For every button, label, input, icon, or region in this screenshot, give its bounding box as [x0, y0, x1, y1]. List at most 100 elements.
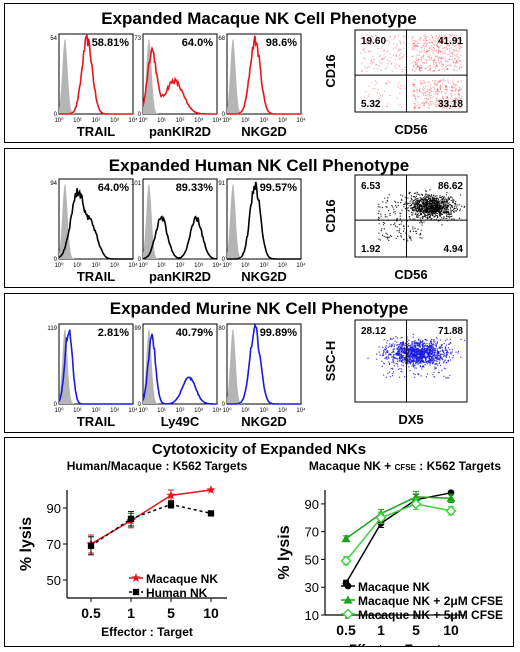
dot	[408, 210, 410, 212]
dot	[397, 86, 399, 88]
dot	[426, 51, 428, 53]
dot	[453, 105, 455, 107]
dot	[424, 204, 426, 206]
dot	[436, 88, 438, 90]
dot	[435, 98, 438, 100]
dot	[423, 82, 425, 84]
dot	[423, 103, 425, 105]
dot	[460, 43, 462, 46]
dot	[401, 209, 403, 211]
dot	[409, 205, 411, 207]
dot	[438, 213, 440, 215]
dot	[423, 43, 425, 45]
x-tick-label: 1	[377, 622, 385, 638]
dot	[434, 366, 436, 368]
dot	[360, 52, 362, 54]
dot	[381, 228, 383, 230]
dot	[413, 347, 415, 350]
series-2	[340, 497, 457, 567]
dot	[412, 43, 414, 45]
dot	[409, 348, 411, 350]
dot	[458, 93, 460, 95]
dot	[418, 58, 420, 60]
dot	[458, 86, 460, 88]
dot	[396, 353, 399, 355]
dot	[433, 70, 435, 72]
dot	[449, 43, 451, 45]
dot	[430, 353, 432, 355]
dot	[368, 66, 371, 68]
dot	[439, 103, 441, 105]
dot	[431, 351, 433, 354]
dot	[411, 360, 413, 362]
dot	[417, 361, 419, 363]
dot	[424, 196, 426, 198]
dot	[431, 37, 433, 39]
dot	[447, 360, 449, 362]
dot	[387, 346, 389, 348]
dot	[446, 45, 448, 47]
dot	[418, 338, 420, 340]
dot	[424, 211, 426, 213]
dot	[397, 204, 399, 206]
dot	[403, 348, 405, 350]
dot	[413, 364, 415, 366]
dot	[418, 61, 420, 63]
dot	[387, 49, 389, 51]
dot	[400, 355, 402, 357]
dot	[386, 105, 388, 108]
dot	[414, 106, 416, 108]
dot	[456, 84, 458, 87]
dot	[416, 49, 418, 51]
dot	[457, 50, 459, 52]
dot	[415, 202, 417, 205]
dot	[429, 89, 431, 91]
dot	[452, 81, 454, 83]
dot	[411, 62, 413, 64]
dot	[413, 348, 415, 350]
dot	[441, 209, 443, 211]
dot	[395, 54, 397, 56]
dot	[446, 88, 448, 90]
dot	[456, 97, 458, 99]
dot	[417, 207, 419, 209]
dot	[408, 366, 410, 368]
dot	[451, 206, 453, 208]
dot	[383, 374, 385, 376]
dot	[436, 90, 439, 92]
dot	[386, 200, 388, 202]
dot	[451, 87, 453, 89]
percent-label: 40.79%	[176, 327, 214, 339]
dot	[452, 201, 454, 203]
dot	[409, 356, 411, 358]
dot	[423, 197, 425, 199]
dot	[402, 347, 404, 350]
dot	[411, 353, 413, 355]
dot	[419, 89, 421, 91]
marker-triangle	[341, 534, 351, 543]
dot	[432, 350, 434, 352]
dot	[426, 360, 428, 362]
dot	[386, 66, 388, 68]
dot	[423, 197, 425, 199]
dot	[421, 366, 423, 368]
dot	[422, 343, 424, 345]
dot	[424, 94, 426, 97]
dot	[448, 356, 450, 358]
dot	[425, 360, 427, 362]
dot	[418, 209, 420, 211]
dot	[441, 198, 444, 200]
dot	[436, 351, 439, 353]
dot	[418, 203, 420, 205]
dot	[392, 359, 394, 361]
dot	[413, 340, 415, 342]
dot	[424, 339, 426, 341]
dot	[417, 42, 419, 45]
dot	[399, 57, 401, 59]
dot	[420, 220, 422, 222]
dot	[455, 49, 457, 52]
dot	[419, 346, 421, 348]
dot	[432, 80, 434, 82]
dot	[414, 103, 416, 105]
dot	[446, 353, 448, 355]
